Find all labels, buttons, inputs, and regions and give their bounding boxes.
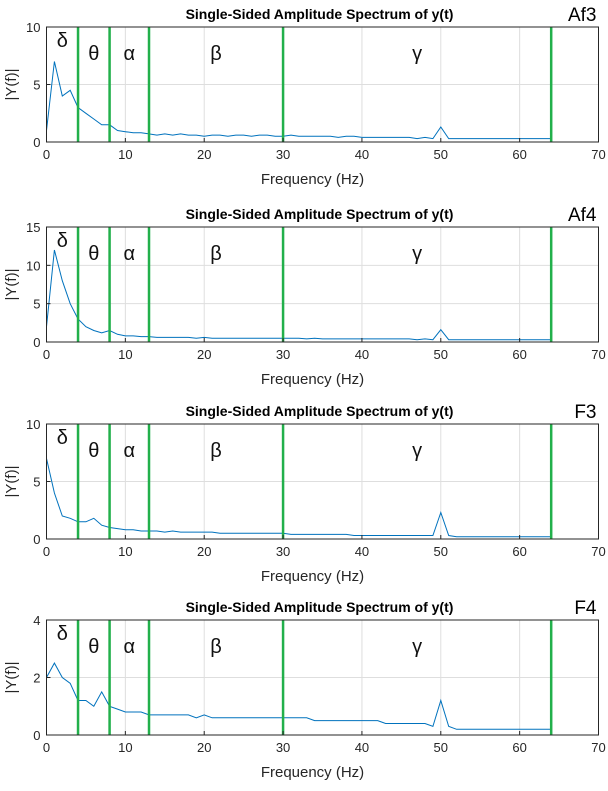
band-label: δ xyxy=(57,30,68,52)
band-label: β xyxy=(210,440,222,462)
band-label: θ xyxy=(88,43,99,65)
x-tick-label: 30 xyxy=(276,740,290,755)
x-tick-label: 40 xyxy=(355,147,369,162)
y-tick-label: 4 xyxy=(33,613,40,628)
x-tick-label: 50 xyxy=(434,544,448,559)
y-axis-label: |Y(f)| xyxy=(3,466,20,498)
band-label: γ xyxy=(412,636,422,658)
y-tick-label: 10 xyxy=(26,20,40,35)
band-label: θ xyxy=(88,243,99,265)
x-tick-label: 60 xyxy=(512,544,526,559)
x-tick-label: 0 xyxy=(43,740,50,755)
x-axis-label: Frequency (Hz) xyxy=(261,371,364,388)
x-tick-label: 20 xyxy=(197,740,211,755)
chart-title: Single-Sided Amplitude Spectrum of y(t) xyxy=(186,599,454,615)
y-axis-label: |Y(f)| xyxy=(3,269,20,301)
x-tick-label: 60 xyxy=(512,147,526,162)
band-label: α xyxy=(124,440,136,462)
band-label: α xyxy=(124,43,136,65)
x-tick-label: 50 xyxy=(434,740,448,755)
x-tick-label: 40 xyxy=(355,347,369,362)
band-label: β xyxy=(210,243,222,265)
band-label: γ xyxy=(412,440,422,462)
y-tick-label: 5 xyxy=(33,475,40,490)
band-label: θ xyxy=(88,636,99,658)
y-tick-label: 0 xyxy=(33,532,40,547)
x-axis-label: Frequency (Hz) xyxy=(261,568,364,585)
x-tick-label: 30 xyxy=(276,544,290,559)
x-tick-label: 50 xyxy=(434,347,448,362)
y-axis-label: |Y(f)| xyxy=(3,69,20,101)
spectrum-line xyxy=(46,249,552,341)
spectrum-line xyxy=(46,61,552,140)
x-tick-label: 40 xyxy=(355,740,369,755)
x-tick-label: 70 xyxy=(591,544,605,559)
x-tick-label: 20 xyxy=(197,544,211,559)
x-tick-label: 20 xyxy=(197,147,211,162)
x-tick-label: 70 xyxy=(591,147,605,162)
y-tick-label: 2 xyxy=(33,671,40,686)
spectrum-line xyxy=(46,458,552,538)
y-axis-label: |Y(f)| xyxy=(3,662,20,694)
band-label: δ xyxy=(57,230,68,252)
x-tick-label: 10 xyxy=(118,740,132,755)
band-label: γ xyxy=(412,43,422,65)
x-tick-label: 30 xyxy=(276,347,290,362)
band-label: δ xyxy=(57,427,68,449)
x-tick-label: 0 xyxy=(43,147,50,162)
band-label: δ xyxy=(57,623,68,645)
y-tick-label: 10 xyxy=(26,417,40,432)
x-tick-label: 70 xyxy=(591,347,605,362)
chart-title: Single-Sided Amplitude Spectrum of y(t) xyxy=(186,6,454,22)
y-tick-label: 0 xyxy=(33,135,40,150)
channel-label: Af3 xyxy=(568,5,597,26)
band-label: β xyxy=(210,43,222,65)
band-label: α xyxy=(124,243,136,265)
x-tick-label: 0 xyxy=(43,544,50,559)
y-tick-label: 15 xyxy=(26,220,40,235)
x-tick-label: 40 xyxy=(355,544,369,559)
x-tick-label: 20 xyxy=(197,347,211,362)
y-tick-label: 0 xyxy=(33,335,40,350)
x-tick-label: 70 xyxy=(591,740,605,755)
chart-title: Single-Sided Amplitude Spectrum of y(t) xyxy=(186,206,454,222)
x-tick-label: 60 xyxy=(512,347,526,362)
x-tick-label: 10 xyxy=(118,544,132,559)
x-tick-label: 10 xyxy=(118,347,132,362)
channel-label: Af4 xyxy=(568,205,597,226)
x-axis-label: Frequency (Hz) xyxy=(261,171,364,188)
y-tick-label: 5 xyxy=(33,78,40,93)
band-label: β xyxy=(210,636,222,658)
channel-label: F3 xyxy=(574,402,596,423)
y-tick-label: 10 xyxy=(26,258,40,273)
plot-area xyxy=(46,227,599,342)
axes-box xyxy=(46,226,599,343)
y-tick-label: 0 xyxy=(33,728,40,743)
x-tick-label: 0 xyxy=(43,347,50,362)
x-tick-label: 50 xyxy=(434,147,448,162)
y-tick-label: 5 xyxy=(33,297,40,312)
band-label: γ xyxy=(412,243,422,265)
band-label: θ xyxy=(88,440,99,462)
channel-label: F4 xyxy=(574,598,597,619)
x-axis-label: Frequency (Hz) xyxy=(261,764,364,781)
x-tick-label: 30 xyxy=(276,147,290,162)
band-label: α xyxy=(124,636,136,658)
spectrum-line xyxy=(46,662,552,730)
x-tick-label: 60 xyxy=(512,740,526,755)
x-tick-label: 10 xyxy=(118,147,132,162)
chart-title: Single-Sided Amplitude Spectrum of y(t) xyxy=(186,403,454,419)
